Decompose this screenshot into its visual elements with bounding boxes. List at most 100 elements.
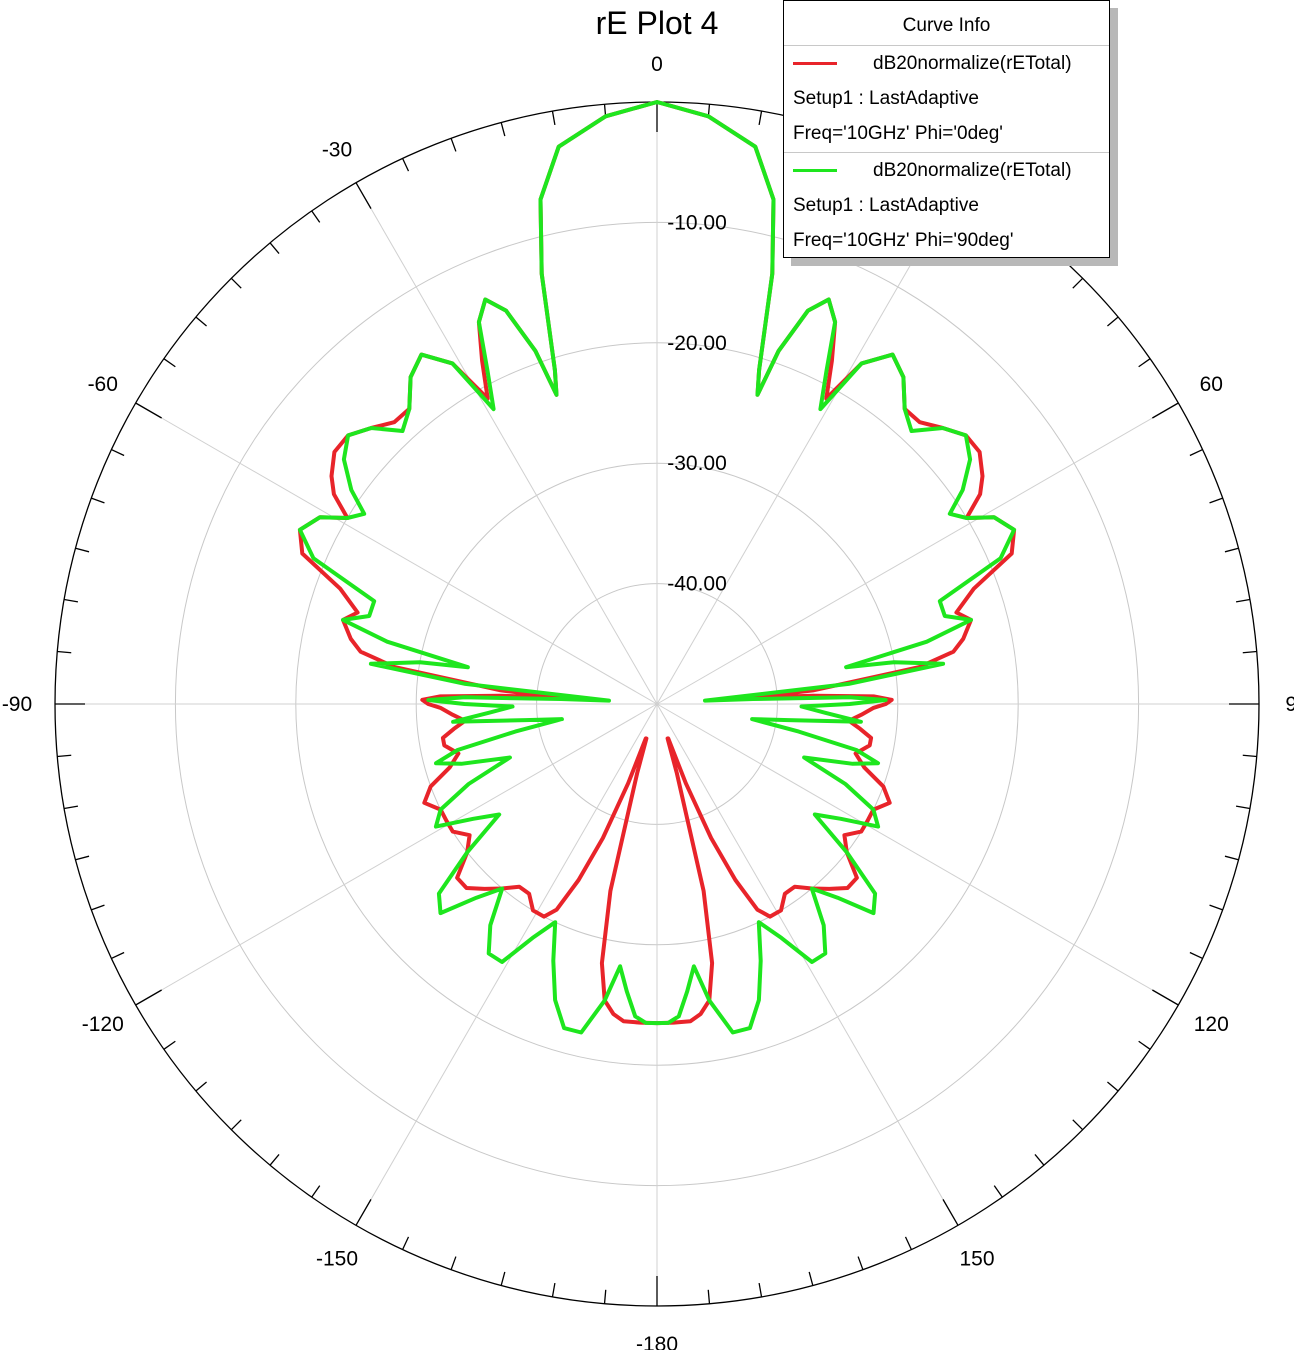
curve-info-legend: Curve Info dB20normalize(rETotal) Setup1… xyxy=(783,0,1110,258)
major-tick xyxy=(942,1199,959,1226)
minor-tick xyxy=(500,1271,506,1286)
minor-tick xyxy=(551,1282,556,1297)
grid-spoke xyxy=(135,402,658,705)
minor-tick xyxy=(269,242,280,254)
angle-tick-label: -60 xyxy=(88,373,118,396)
minor-tick xyxy=(311,210,321,223)
series-layer xyxy=(297,100,1017,1035)
legend-setup: Setup1 : LastAdaptive xyxy=(793,88,979,109)
minor-tick xyxy=(808,1271,814,1286)
minor-tick xyxy=(758,1282,763,1297)
polar-grid xyxy=(54,101,1260,1307)
minor-tick xyxy=(163,358,176,368)
legend-swatch-red xyxy=(793,62,837,65)
minor-tick xyxy=(401,158,410,172)
minor-tick xyxy=(64,805,79,810)
radial-tick-label: -30.00 xyxy=(667,452,727,475)
minor-tick xyxy=(163,1040,176,1050)
angle-tick-label: -180 xyxy=(636,1333,678,1350)
legend-setup: Setup1 : LastAdaptive xyxy=(793,195,979,216)
grid-spoke xyxy=(656,703,959,1226)
angle-tick-label: 150 xyxy=(959,1247,994,1270)
minor-tick xyxy=(1107,316,1119,327)
minor-tick xyxy=(195,1081,207,1092)
grid-spoke xyxy=(135,703,658,1006)
angle-tick-label: 60 xyxy=(1200,373,1223,396)
minor-tick xyxy=(195,316,207,327)
minor-tick xyxy=(75,547,90,553)
major-tick xyxy=(1152,989,1179,1006)
radial-tick-label: -20.00 xyxy=(667,332,727,355)
major-tick xyxy=(355,1199,372,1226)
chart-title: rE Plot 4 xyxy=(596,5,719,41)
legend-params: Freq='10GHz' Phi='0deg' xyxy=(793,123,1003,144)
radial-tick-label: -40.00 xyxy=(667,573,727,596)
minor-tick xyxy=(230,277,242,289)
major-tick xyxy=(355,182,372,209)
minor-tick xyxy=(91,904,105,911)
grid-spoke xyxy=(355,182,658,705)
angle-tick-label: -150 xyxy=(316,1247,358,1270)
minor-tick xyxy=(450,1256,457,1270)
minor-tick xyxy=(91,497,105,504)
minor-tick xyxy=(1242,650,1257,654)
minor-tick xyxy=(1138,358,1151,368)
angle-tick-label: 0 xyxy=(651,53,663,76)
minor-tick xyxy=(904,1236,913,1250)
legend-series-name: dB20normalize(rETotal) xyxy=(873,53,1072,74)
minor-tick xyxy=(64,598,79,603)
series-phi-90-curve xyxy=(297,100,1017,1035)
minor-tick xyxy=(1235,598,1250,603)
minor-tick xyxy=(603,1289,607,1304)
grid-spoke xyxy=(656,402,1179,705)
legend-series-name: dB20normalize(rETotal) xyxy=(873,160,1072,181)
minor-tick xyxy=(57,650,72,654)
minor-tick xyxy=(1072,277,1084,289)
grid-spoke xyxy=(355,703,658,1226)
minor-tick xyxy=(111,448,125,457)
minor-tick xyxy=(75,855,90,861)
minor-tick xyxy=(57,754,72,758)
minor-tick xyxy=(1209,497,1223,504)
minor-tick xyxy=(1189,951,1203,960)
minor-tick xyxy=(1224,855,1239,861)
minor-tick xyxy=(269,1154,280,1166)
legend-title: Curve Info xyxy=(784,1,1109,46)
legend-params: Freq='10GHz' Phi='90deg' xyxy=(793,230,1014,251)
minor-tick xyxy=(1138,1040,1151,1050)
minor-tick xyxy=(1235,805,1250,810)
angle-tick-label: -90 xyxy=(2,693,32,716)
legend-entry-phi-0: dB20normalize(rETotal) Setup1 : LastAdap… xyxy=(784,46,1109,152)
minor-tick xyxy=(401,1236,410,1250)
minor-tick xyxy=(500,122,506,137)
minor-tick xyxy=(230,1119,242,1131)
major-tick xyxy=(1152,402,1179,419)
angle-tick-label: 120 xyxy=(1194,1013,1229,1036)
minor-tick xyxy=(1107,1081,1119,1092)
minor-tick xyxy=(111,951,125,960)
radial-tick-label: -10.00 xyxy=(667,211,727,234)
minor-tick xyxy=(707,1289,711,1304)
minor-tick xyxy=(993,1185,1003,1198)
legend-swatch-green xyxy=(793,169,837,172)
grid-spoke xyxy=(656,182,959,705)
minor-tick xyxy=(857,1256,864,1270)
minor-tick xyxy=(1189,448,1203,457)
angle-tick-label: 90 xyxy=(1285,693,1294,716)
angle-tick-label: -120 xyxy=(82,1013,124,1036)
major-tick xyxy=(135,989,162,1006)
minor-tick xyxy=(1209,904,1223,911)
angle-tick-label: -30 xyxy=(322,139,352,162)
minor-tick xyxy=(1224,547,1239,553)
minor-tick xyxy=(1242,754,1257,758)
legend-entry-phi-90: dB20normalize(rETotal) Setup1 : LastAdap… xyxy=(784,152,1109,258)
axis-labels: 0306090120150-180-150-120-90-60-30-10.00… xyxy=(2,53,1294,1350)
minor-tick xyxy=(758,111,763,126)
grid-spoke xyxy=(656,703,1179,1006)
minor-tick xyxy=(551,111,556,126)
major-tick xyxy=(135,402,162,419)
minor-tick xyxy=(311,1185,321,1198)
minor-tick xyxy=(1034,1154,1045,1166)
minor-tick xyxy=(1072,1119,1084,1131)
